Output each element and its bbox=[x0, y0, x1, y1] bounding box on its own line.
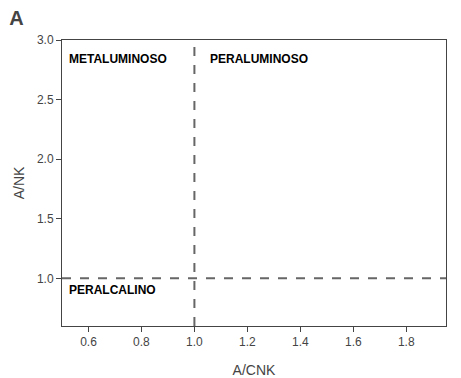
svg-text:PERALUMINOSO: PERALUMINOSO bbox=[210, 52, 308, 66]
svg-text:A: A bbox=[9, 7, 23, 29]
svg-text:1.2: 1.2 bbox=[239, 335, 256, 349]
svg-text:1.0: 1.0 bbox=[37, 272, 54, 286]
svg-text:A/CNK: A/CNK bbox=[233, 362, 276, 378]
svg-text:2.0: 2.0 bbox=[37, 152, 54, 166]
svg-text:3.0: 3.0 bbox=[37, 33, 54, 47]
svg-text:0.6: 0.6 bbox=[80, 335, 97, 349]
svg-text:METALUMINOSO: METALUMINOSO bbox=[69, 52, 167, 66]
svg-text:1.5: 1.5 bbox=[37, 212, 54, 226]
svg-text:1.0: 1.0 bbox=[186, 335, 203, 349]
svg-text:1.8: 1.8 bbox=[398, 335, 415, 349]
svg-text:2.5: 2.5 bbox=[37, 93, 54, 107]
svg-text:1.6: 1.6 bbox=[345, 335, 362, 349]
svg-text:A/NK: A/NK bbox=[11, 166, 27, 199]
svg-text:0.8: 0.8 bbox=[133, 335, 150, 349]
svg-text:PERALCALINO: PERALCALINO bbox=[69, 283, 156, 297]
svg-text:1.4: 1.4 bbox=[292, 335, 309, 349]
